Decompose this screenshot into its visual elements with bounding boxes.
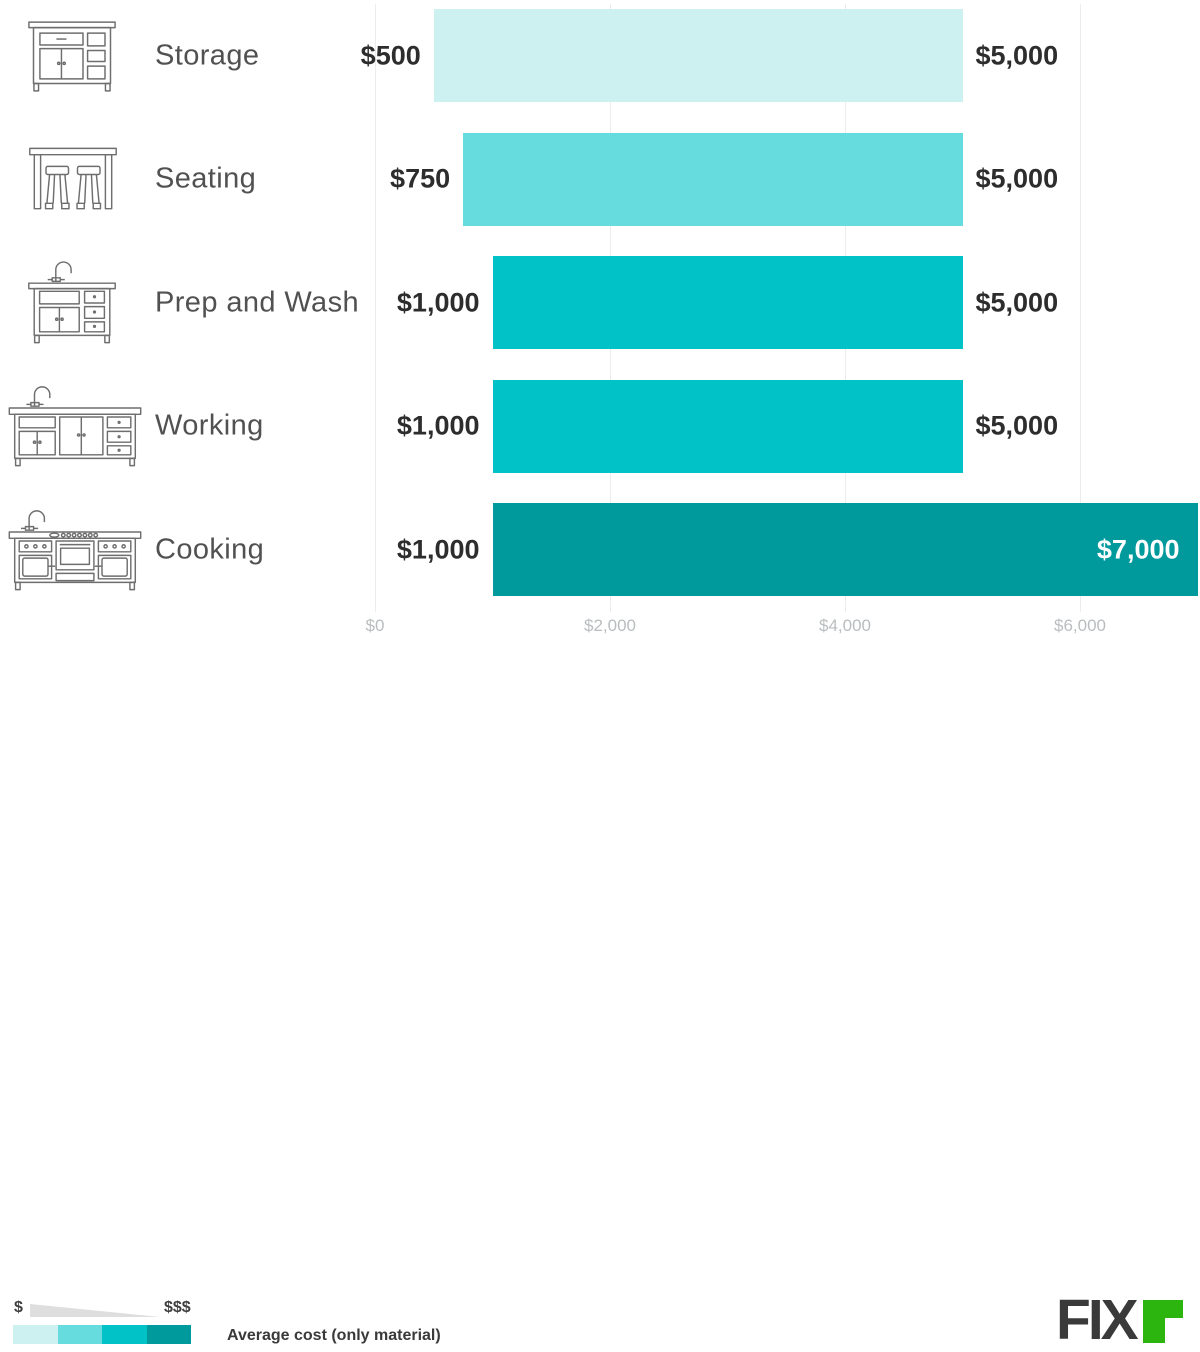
legend-color-scale [13, 1325, 191, 1344]
x-tick-label: $0 [365, 616, 385, 635]
category-row: Working $1,000 $5,000 [7, 379, 1059, 473]
x-tick-label: $6,000 [1054, 616, 1106, 635]
x-tick-label: $4,000 [819, 616, 871, 635]
category-label: Working [155, 409, 264, 442]
cooking-island-icon [7, 505, 143, 595]
min-value-label: $1,000 [396, 287, 480, 317]
range-bar [463, 132, 963, 226]
legend-caption: Average cost (only material) [227, 1327, 441, 1344]
working-island-icon [7, 381, 143, 471]
min-value-label: $500 [360, 40, 421, 70]
range-bar [492, 379, 963, 473]
max-value-label: $5,000 [975, 163, 1059, 194]
category-row: Storage $500 $5,000 [26, 9, 1059, 102]
legend-min-symbol: $ [14, 1299, 23, 1316]
plot-area: $0 $2,000 $4,000 $6,000 Storage $500 $5,000 Sea… [7, 4, 1198, 635]
legend-wedge-icon [30, 1304, 160, 1317]
gridline [375, 4, 376, 612]
max-value-label: $5,000 [975, 287, 1059, 317]
max-value-label: $5,000 [975, 40, 1059, 70]
range-bar [492, 503, 1198, 596]
legend-swatch [146, 1325, 191, 1344]
category-row: Cooking $1,000 $7,000 [7, 503, 1198, 596]
chart-footer: $ $$$ Average cost (only material) FIX [0, 648, 1200, 1349]
seating-island-icon [28, 143, 118, 215]
legend-swatch [102, 1325, 147, 1344]
max-value-label: $7,000 [1096, 534, 1180, 564]
gridline [1080, 4, 1081, 612]
storage-island-icon [26, 17, 118, 94]
x-tick-label: $2,000 [584, 616, 636, 635]
fixr-logo-text: FIX [1056, 1288, 1139, 1352]
kitchen-island-cost-chart: $0 $2,000 $4,000 $6,000 Storage $500 $5,000 Sea… [0, 4, 1200, 1349]
min-value-label: $1,000 [396, 534, 480, 564]
category-label: Cooking [155, 533, 265, 565]
range-bar [433, 9, 963, 102]
legend-swatch [57, 1325, 102, 1344]
category-label: Seating [155, 162, 257, 195]
category-label: Prep and Wash [155, 286, 360, 318]
fixr-logo: FIX [1056, 1288, 1183, 1352]
category-row: Seating $750 $5,000 [28, 132, 1059, 226]
min-value-label: $1,000 [396, 410, 480, 441]
legend-swatch [13, 1325, 58, 1344]
max-value-label: $5,000 [975, 410, 1059, 441]
prep-and-wash-island-icon [25, 258, 119, 348]
legend-max-symbol: $$$ [164, 1299, 191, 1316]
category-label: Storage [155, 39, 260, 71]
range-bar [492, 256, 963, 349]
category-row: Prep and Wash $1,000 $5,000 [25, 256, 1059, 349]
min-value-label: $750 [390, 163, 451, 194]
fixr-logo-r-icon [1142, 1300, 1183, 1343]
